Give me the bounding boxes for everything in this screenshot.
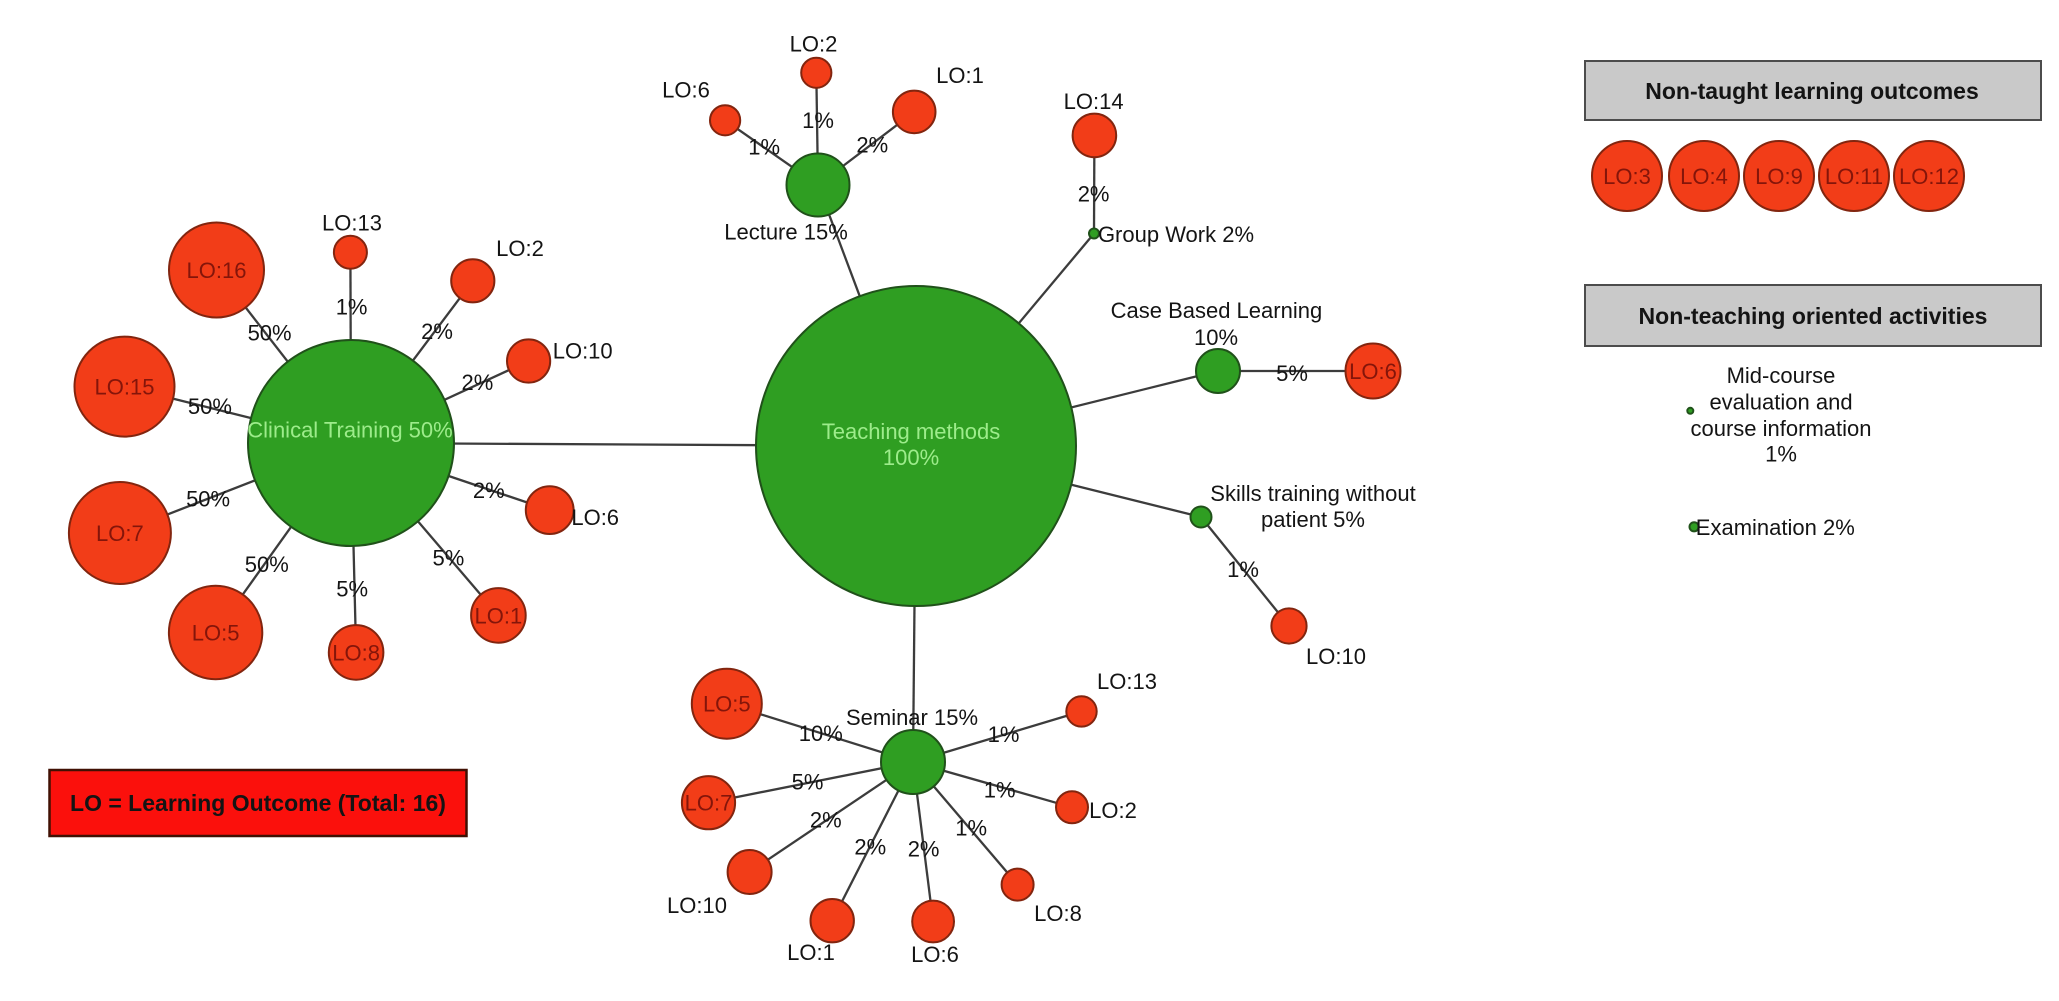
svg-text:Group Work 2%: Group Work 2% — [1098, 222, 1254, 247]
svg-text:2%: 2% — [1078, 181, 1110, 206]
svg-text:course information: course information — [1691, 416, 1872, 441]
svg-text:1%: 1% — [955, 815, 987, 840]
svg-text:LO:7: LO:7 — [96, 521, 144, 546]
svg-text:Non-teaching oriented activiti: Non-teaching oriented activities — [1639, 303, 1988, 329]
svg-text:Mid-course: Mid-course — [1727, 363, 1836, 388]
svg-text:5%: 5% — [336, 577, 368, 602]
svg-text:LO:15: LO:15 — [95, 375, 155, 400]
svg-text:Skills training without: Skills training without — [1210, 481, 1415, 506]
svg-text:2%: 2% — [421, 319, 453, 344]
svg-text:Examination 2%: Examination 2% — [1696, 515, 1855, 540]
svg-text:2%: 2% — [473, 478, 505, 503]
svg-text:50%: 50% — [245, 552, 289, 577]
svg-text:LO:8: LO:8 — [1034, 901, 1082, 926]
svg-text:1%: 1% — [984, 777, 1016, 802]
svg-text:10%: 10% — [799, 721, 843, 746]
svg-text:1%: 1% — [1765, 442, 1797, 467]
svg-text:LO:7: LO:7 — [685, 791, 733, 816]
svg-text:LO:10: LO:10 — [667, 893, 727, 918]
svg-text:LO:2: LO:2 — [790, 32, 838, 57]
svg-text:LO:10: LO:10 — [553, 339, 613, 364]
svg-text:evaluation and: evaluation and — [1709, 389, 1852, 414]
svg-text:5%: 5% — [433, 545, 465, 570]
svg-text:1%: 1% — [802, 108, 834, 133]
svg-text:50%: 50% — [188, 394, 232, 419]
svg-text:LO:1: LO:1 — [475, 603, 523, 628]
svg-text:LO:1: LO:1 — [936, 63, 984, 88]
svg-text:LO:5: LO:5 — [192, 621, 240, 646]
svg-text:LO:11: LO:11 — [1825, 164, 1883, 189]
svg-text:50%: 50% — [186, 487, 230, 512]
svg-text:LO:6: LO:6 — [662, 78, 710, 103]
svg-text:50%: 50% — [248, 321, 292, 346]
svg-text:1%: 1% — [988, 722, 1020, 747]
svg-text:LO:2: LO:2 — [496, 236, 544, 261]
svg-text:LO:8: LO:8 — [332, 640, 380, 665]
svg-text:patient 5%: patient 5% — [1261, 507, 1365, 532]
svg-text:Case Based Learning: Case Based Learning — [1111, 298, 1323, 323]
svg-text:LO:6: LO:6 — [911, 942, 959, 967]
svg-text:LO:4: LO:4 — [1680, 164, 1728, 189]
svg-text:LO:13: LO:13 — [322, 211, 382, 236]
svg-text:2%: 2% — [854, 834, 886, 859]
svg-text:LO:6: LO:6 — [571, 505, 619, 530]
svg-text:LO:10: LO:10 — [1306, 644, 1366, 669]
svg-text:LO:5: LO:5 — [703, 692, 751, 717]
svg-text:LO:1: LO:1 — [787, 940, 835, 965]
svg-text:5%: 5% — [792, 770, 824, 795]
svg-text:LO:13: LO:13 — [1097, 669, 1157, 694]
svg-text:2%: 2% — [810, 808, 842, 833]
svg-text:LO:3: LO:3 — [1603, 164, 1651, 189]
svg-text:LO = Learning Outcome (Total:: LO = Learning Outcome (Total: 16) — [70, 790, 446, 816]
svg-text:10%: 10% — [1194, 325, 1238, 350]
svg-text:LO:6: LO:6 — [1349, 359, 1397, 384]
svg-text:LO:16: LO:16 — [187, 258, 247, 283]
svg-text:LO:2: LO:2 — [1089, 798, 1137, 823]
svg-text:1%: 1% — [748, 135, 780, 160]
svg-text:Seminar 15%: Seminar 15% — [846, 705, 978, 730]
svg-text:Non-taught learning outcomes: Non-taught learning outcomes — [1645, 78, 1979, 104]
svg-text:1%: 1% — [1227, 557, 1259, 582]
svg-text:Lecture 15%: Lecture 15% — [724, 220, 848, 245]
svg-text:5%: 5% — [1276, 361, 1308, 386]
svg-text:100%: 100% — [883, 445, 939, 470]
svg-text:LO:9: LO:9 — [1755, 164, 1803, 189]
svg-text:2%: 2% — [462, 370, 494, 395]
svg-text:2%: 2% — [908, 836, 940, 861]
svg-text:1%: 1% — [336, 294, 368, 319]
svg-text:LO:14: LO:14 — [1064, 89, 1124, 114]
svg-text:LO:12: LO:12 — [1899, 164, 1959, 189]
svg-text:Clinical Training 50%: Clinical Training 50% — [247, 418, 452, 443]
svg-text:Teaching methods: Teaching methods — [822, 419, 1001, 444]
svg-text:2%: 2% — [856, 132, 888, 157]
